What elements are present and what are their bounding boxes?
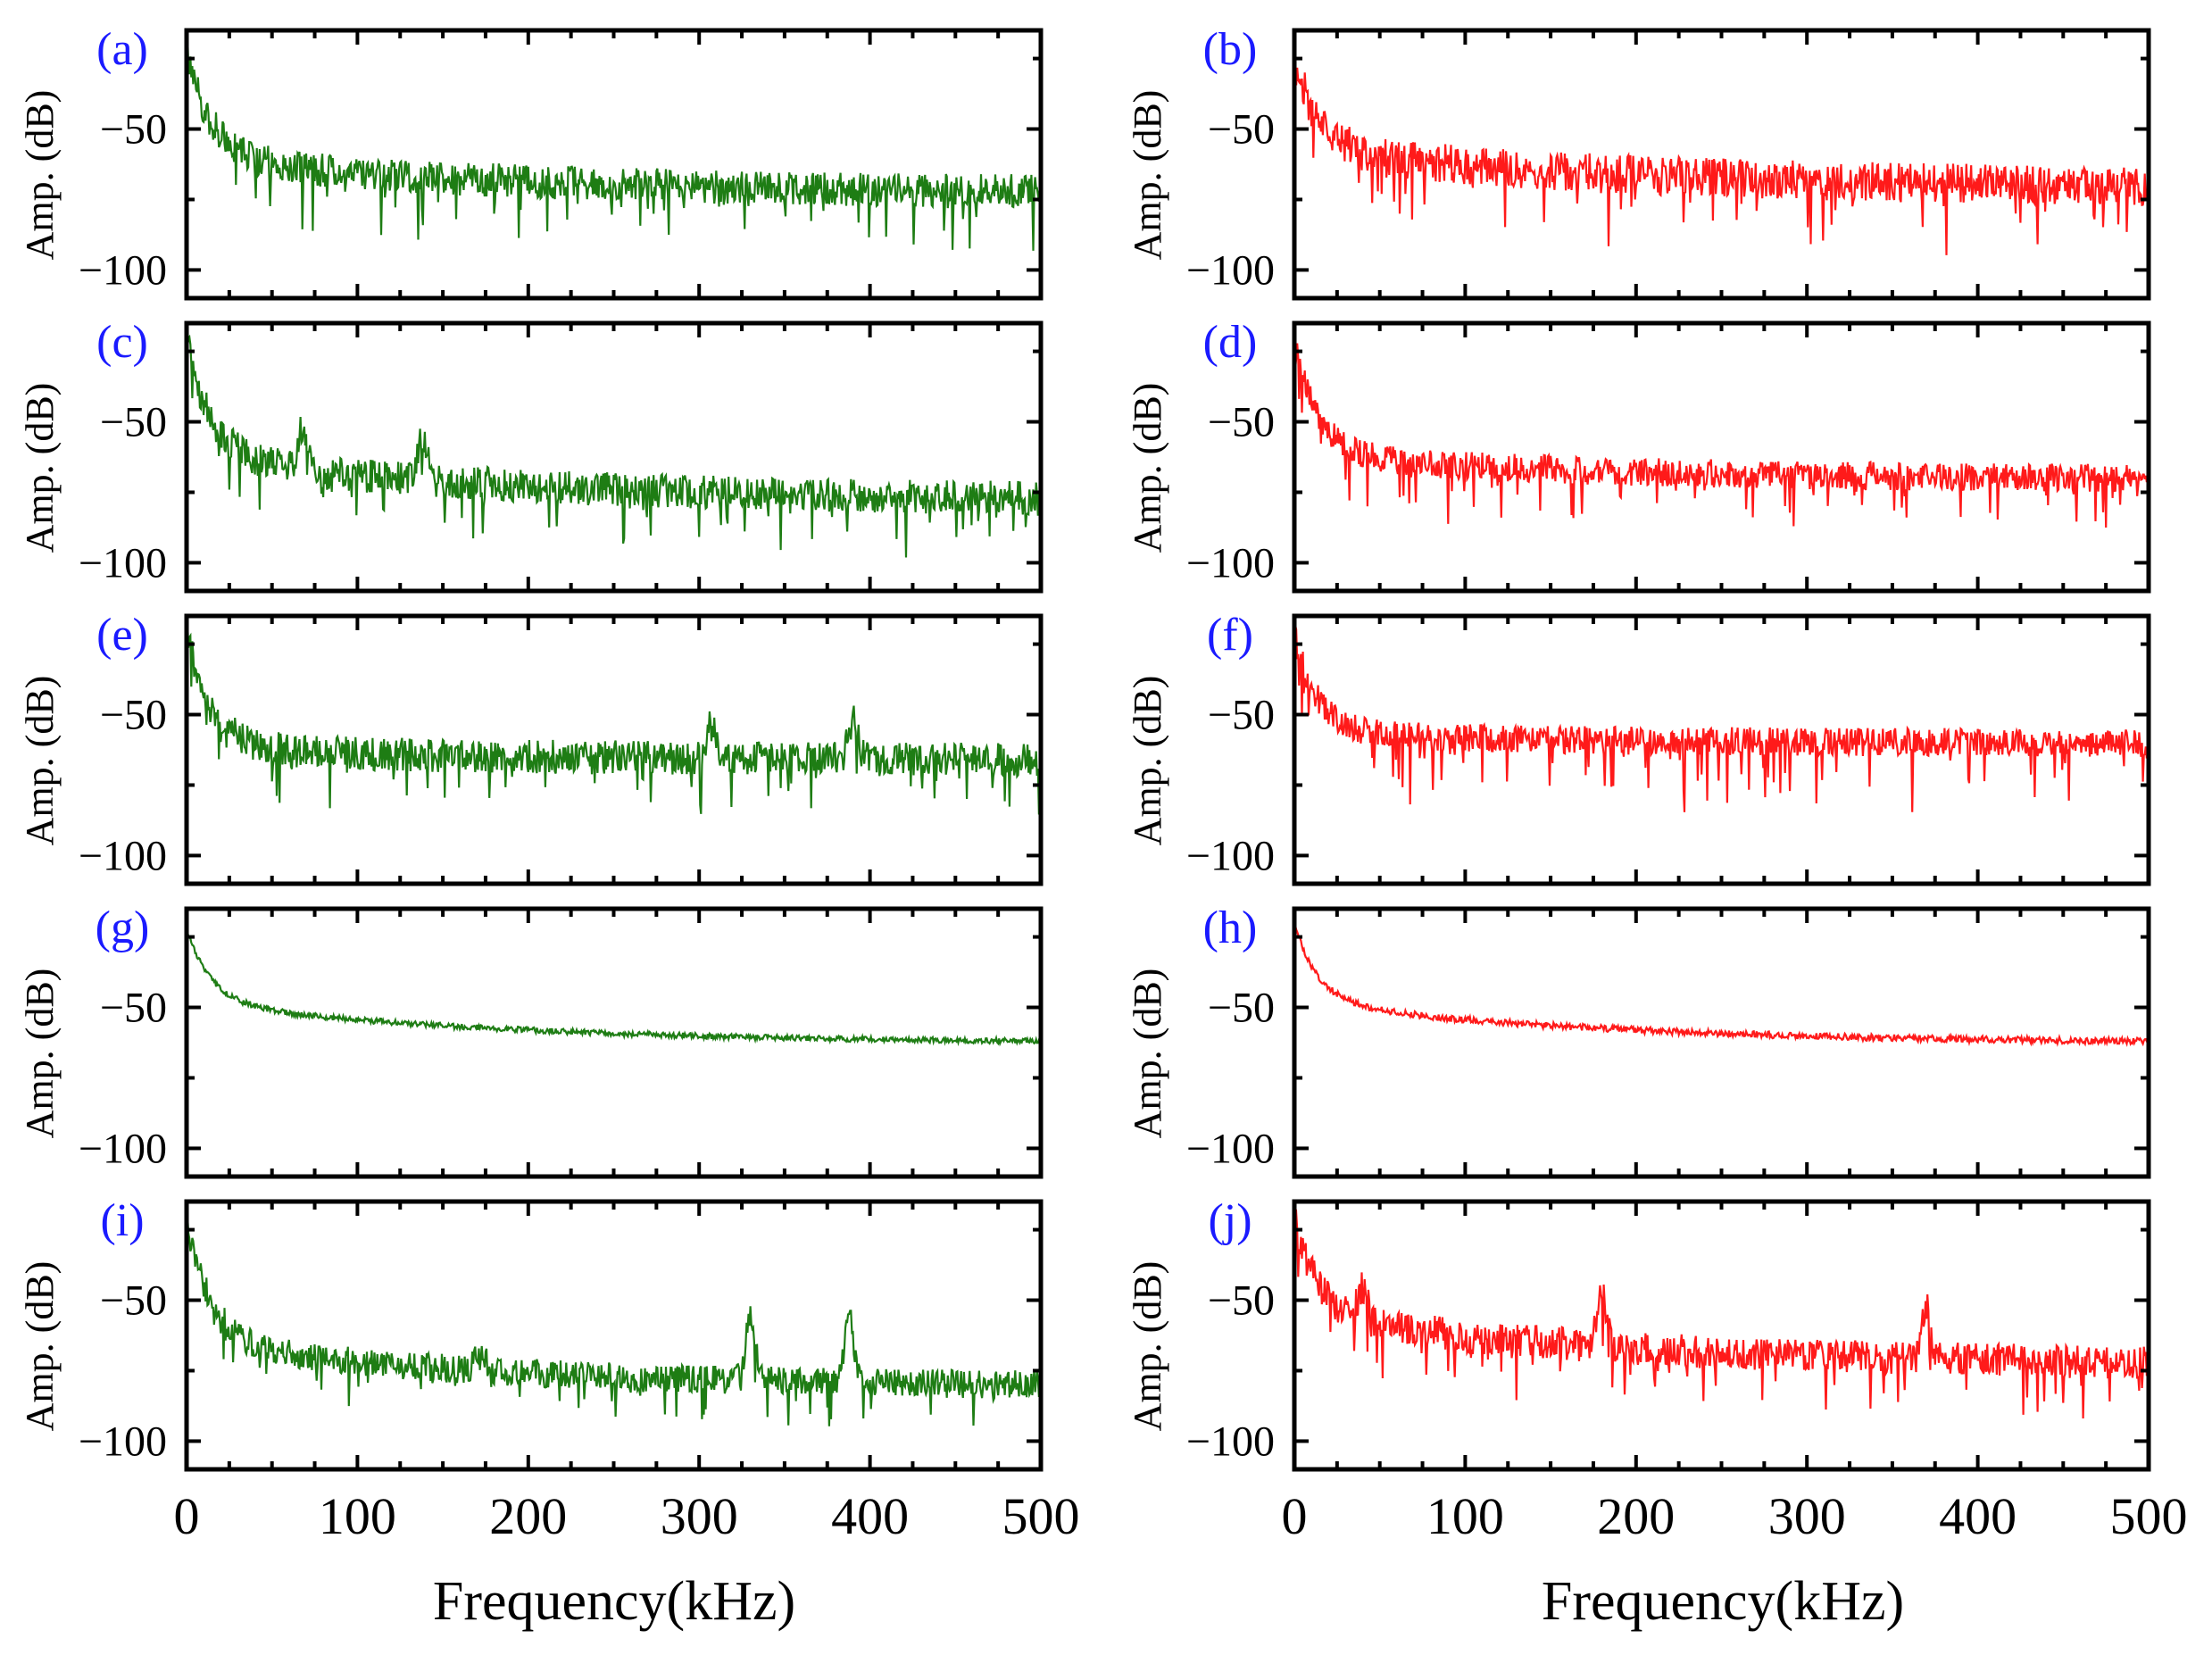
x-tick-label: 100 [319, 1487, 396, 1545]
plot-frame [184, 320, 1044, 594]
series-line [1294, 625, 2149, 812]
series-line [1294, 922, 2149, 1048]
y-axis-title: Amp. (dB) [18, 969, 62, 1139]
y-tick-label: −100 [1186, 539, 1275, 586]
panel-label: (j) [1208, 1195, 1252, 1246]
panel-label: (f) [1207, 610, 1253, 661]
y-tick-label: −50 [100, 692, 167, 739]
panel-c: −50 −100 Amp. (dB) (c) [18, 317, 1044, 594]
y-tick-label: −100 [79, 246, 167, 294]
y-tick-label: −50 [1208, 985, 1275, 1032]
x-axis-title-right: Frequency(kHz) [1542, 1571, 1904, 1632]
panel-b: −50 −100 Amp. (dB) (b) [1126, 24, 2151, 301]
panel-d: −50 −100 Amp. (dB) (d) [1126, 317, 2151, 594]
panel-label: (d) [1203, 317, 1258, 368]
series-line [187, 37, 1041, 251]
y-tick-label: −50 [1208, 692, 1275, 739]
x-tick-label: 300 [661, 1487, 738, 1545]
panel-label: (c) [96, 317, 148, 368]
y-tick-label: −100 [1186, 1418, 1275, 1465]
panel-g: −50 −100 Amp. (dB) (g) [18, 902, 1044, 1179]
plot-frame [184, 1199, 1044, 1472]
y-axis-title: Amp. (dB) [18, 676, 62, 846]
x-tick-label: 200 [489, 1487, 567, 1545]
y-tick-label: −50 [1208, 1277, 1275, 1325]
y-axis-title: Amp. (dB) [18, 383, 62, 553]
panel-label: (e) [96, 610, 148, 661]
x-tick-label: 400 [831, 1487, 909, 1545]
y-tick-label: −100 [79, 1418, 167, 1465]
x-tick-label: 400 [1939, 1487, 2017, 1545]
x-axis-title-left: Frequency(kHz) [433, 1571, 795, 1632]
panel-label: (b) [1203, 24, 1258, 75]
x-tick-label: 200 [1597, 1487, 1675, 1545]
panel-label: (a) [96, 24, 148, 75]
x-tick-label: 500 [2110, 1487, 2188, 1545]
panel-j: −50 −100 Amp. (dB) (j) [1126, 1195, 2151, 1472]
panel-h: −50 −100 Amp. (dB) (h) [1126, 902, 2151, 1179]
x-axis-right: 0 100 200 300 400 500 [1282, 1487, 2188, 1545]
panel-f: −50 −100 Amp. (dB) (f) [1126, 610, 2151, 886]
y-tick-label: −100 [79, 539, 167, 586]
panel-label: (h) [1203, 902, 1258, 953]
y-tick-label: −50 [1208, 106, 1275, 154]
series-line [1294, 67, 2149, 255]
x-tick-label: 500 [1002, 1487, 1080, 1545]
y-tick-label: −100 [79, 832, 167, 879]
y-axis-title: Amp. (dB) [1126, 383, 1169, 553]
y-axis-title: Amp. (dB) [18, 1261, 62, 1432]
series-line [187, 1213, 1041, 1426]
panel-i: −50 −100 Amp. (dB) (i) [18, 1195, 1044, 1472]
panel-label: (i) [100, 1195, 144, 1246]
series-line [187, 624, 1041, 815]
series-line [1294, 1209, 2149, 1419]
panel-label: (g) [96, 902, 150, 953]
y-tick-label: −50 [100, 106, 167, 154]
y-axis-title: Amp. (dB) [1126, 676, 1169, 846]
y-tick-label: −50 [1208, 399, 1275, 446]
x-axis-left: 0 100 200 300 400 500 [174, 1487, 1080, 1545]
y-tick-label: −100 [1186, 832, 1275, 879]
y-tick-label: −50 [100, 1277, 167, 1325]
series-line [187, 334, 1041, 558]
x-tick-label: 300 [1768, 1487, 1846, 1545]
y-axis-title: Amp. (dB) [18, 90, 62, 261]
plot-frame [1292, 906, 2151, 1179]
y-axis-title: Amp. (dB) [1126, 90, 1169, 261]
y-tick-label: −100 [79, 1125, 167, 1172]
series-line [1294, 343, 2149, 528]
panel-a: −50 −100 Amp. (dB) (a) [18, 24, 1044, 301]
y-axis-title: Amp. (dB) [1126, 969, 1169, 1139]
y-tick-label: −100 [1186, 1125, 1275, 1172]
y-axis-title: Amp. (dB) [1126, 1261, 1169, 1432]
y-tick-label: −50 [100, 985, 167, 1032]
panel-e: −50 −100 Amp. (dB) (e) [18, 610, 1044, 886]
y-tick-label: −100 [1186, 246, 1275, 294]
y-tick-label: −50 [100, 399, 167, 446]
series-line [187, 928, 1041, 1047]
x-tick-label: 100 [1426, 1487, 1504, 1545]
x-tick-label: 0 [174, 1487, 200, 1545]
x-tick-label: 0 [1282, 1487, 1308, 1545]
